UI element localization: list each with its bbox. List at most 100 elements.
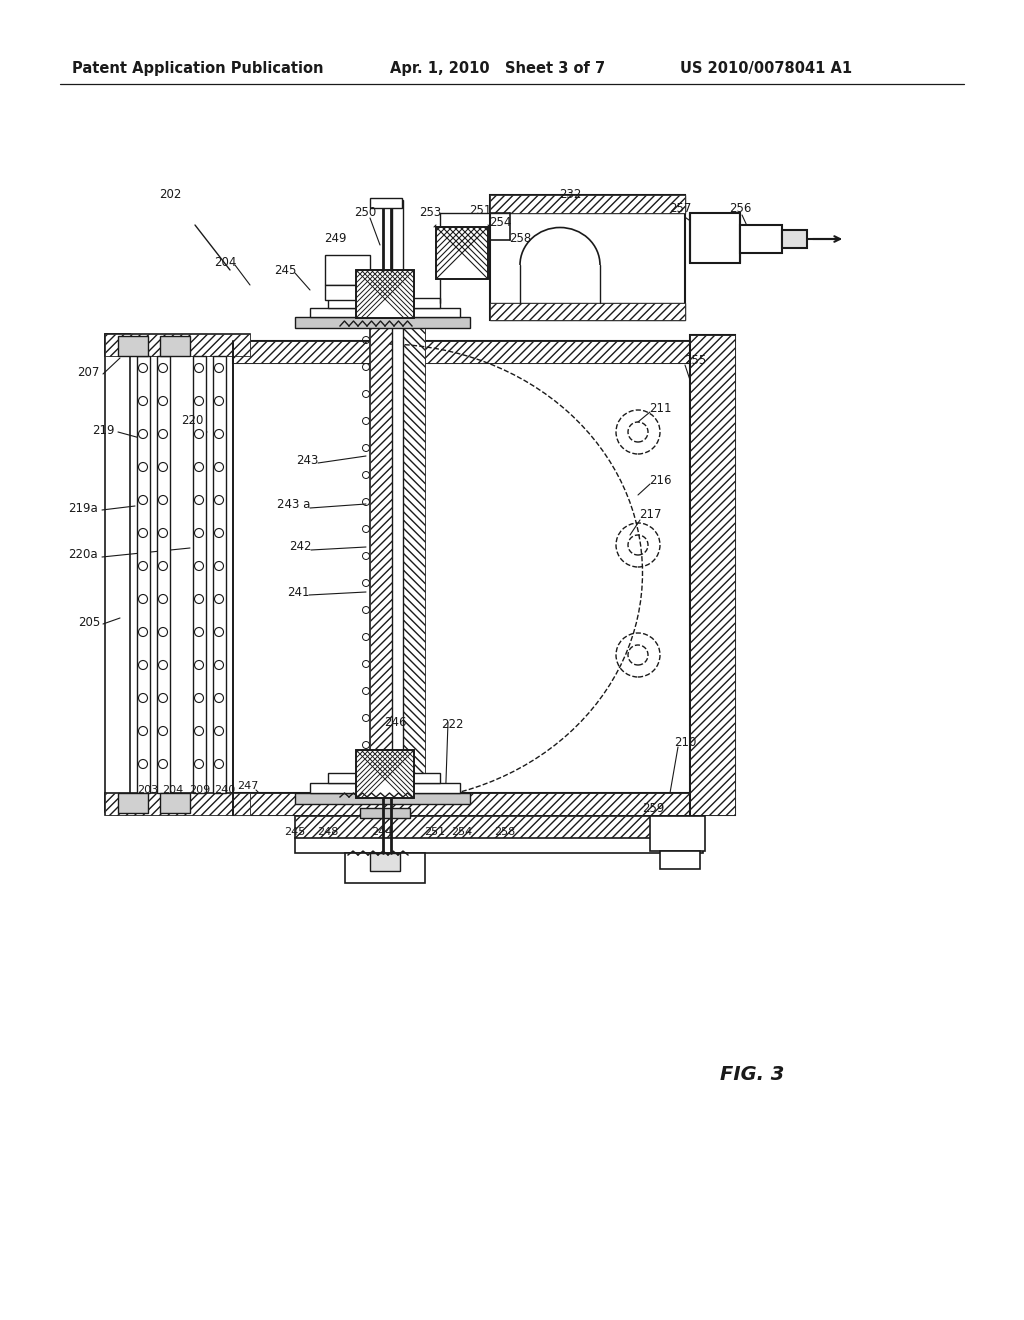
- Bar: [690, 335, 735, 814]
- Text: FIG. 3: FIG. 3: [720, 1065, 784, 1085]
- Bar: [392, 201, 403, 789]
- Text: 257: 257: [669, 202, 691, 214]
- Bar: [160, 337, 190, 356]
- Text: 255: 255: [684, 354, 707, 367]
- Bar: [118, 337, 148, 356]
- Text: 204: 204: [214, 256, 237, 268]
- Bar: [233, 793, 693, 814]
- Bar: [690, 335, 735, 814]
- Text: 217: 217: [639, 508, 662, 521]
- Bar: [328, 298, 440, 308]
- Text: 240: 240: [214, 785, 236, 795]
- Bar: [328, 774, 440, 783]
- Bar: [118, 793, 148, 813]
- Text: 254: 254: [488, 215, 511, 228]
- Bar: [370, 304, 392, 789]
- Text: 259: 259: [642, 801, 665, 814]
- Bar: [490, 304, 685, 319]
- Text: 258: 258: [509, 231, 531, 244]
- Bar: [370, 853, 400, 871]
- Bar: [490, 195, 685, 319]
- Text: 216: 216: [649, 474, 672, 487]
- Bar: [356, 271, 414, 318]
- Bar: [233, 341, 693, 363]
- Bar: [310, 308, 460, 317]
- Bar: [233, 793, 693, 814]
- Bar: [310, 783, 460, 793]
- Bar: [650, 816, 705, 851]
- Bar: [490, 195, 685, 213]
- Bar: [213, 356, 226, 793]
- Text: Patent Application Publication: Patent Application Publication: [72, 61, 324, 75]
- Text: 249: 249: [324, 231, 346, 244]
- Bar: [490, 304, 685, 319]
- Bar: [193, 356, 206, 793]
- Text: 256: 256: [729, 202, 752, 214]
- Bar: [137, 356, 150, 793]
- Text: 203: 203: [137, 785, 159, 795]
- Text: 251: 251: [424, 828, 445, 837]
- Bar: [295, 816, 703, 838]
- Bar: [295, 317, 470, 327]
- Bar: [356, 750, 414, 799]
- Text: US 2010/0078041 A1: US 2010/0078041 A1: [680, 61, 852, 75]
- Bar: [356, 750, 414, 799]
- Text: 245: 245: [285, 828, 305, 837]
- Bar: [105, 793, 250, 814]
- Bar: [105, 334, 130, 812]
- Bar: [782, 230, 807, 248]
- Bar: [660, 851, 700, 869]
- Bar: [325, 285, 370, 300]
- Text: 258: 258: [495, 828, 516, 837]
- Bar: [233, 341, 693, 363]
- Text: 204: 204: [163, 785, 183, 795]
- Text: 253: 253: [419, 206, 441, 219]
- Text: 220a: 220a: [69, 549, 98, 561]
- Bar: [490, 195, 685, 213]
- Bar: [345, 853, 425, 883]
- Text: 211: 211: [649, 401, 672, 414]
- Bar: [325, 255, 370, 285]
- Bar: [356, 271, 414, 318]
- Text: 242: 242: [289, 540, 311, 553]
- Text: 254: 254: [452, 828, 473, 837]
- Text: 202: 202: [159, 189, 181, 202]
- Bar: [740, 224, 782, 253]
- Bar: [370, 304, 392, 789]
- Bar: [403, 304, 425, 789]
- Bar: [105, 793, 250, 814]
- Text: 246: 246: [384, 717, 407, 730]
- Bar: [160, 793, 190, 813]
- Bar: [360, 808, 410, 818]
- Bar: [105, 334, 250, 356]
- Text: 209: 209: [189, 785, 211, 795]
- Bar: [690, 213, 740, 263]
- Text: 219a: 219a: [69, 502, 98, 515]
- Bar: [295, 816, 703, 838]
- Text: 241: 241: [287, 586, 309, 598]
- Text: 251: 251: [469, 203, 492, 216]
- Text: 232: 232: [559, 189, 582, 202]
- Text: 222: 222: [440, 718, 463, 731]
- Text: 245: 245: [273, 264, 296, 276]
- Text: 243 a: 243 a: [278, 499, 310, 511]
- Bar: [436, 227, 488, 279]
- Bar: [157, 356, 170, 793]
- Bar: [295, 793, 470, 804]
- Bar: [295, 838, 703, 853]
- Bar: [370, 198, 402, 209]
- Text: 219: 219: [92, 424, 115, 437]
- Text: 207: 207: [78, 366, 100, 379]
- Text: Apr. 1, 2010   Sheet 3 of 7: Apr. 1, 2010 Sheet 3 of 7: [390, 61, 605, 75]
- Text: 220: 220: [181, 413, 203, 426]
- Bar: [436, 227, 488, 279]
- Text: 243: 243: [296, 454, 318, 466]
- Text: 247: 247: [238, 781, 259, 791]
- Text: 210: 210: [674, 735, 696, 748]
- Text: 205: 205: [78, 615, 100, 628]
- Bar: [105, 334, 250, 356]
- Text: 250: 250: [354, 206, 376, 219]
- Text: 244: 244: [372, 828, 392, 837]
- Text: 248: 248: [317, 828, 339, 837]
- Bar: [403, 304, 425, 789]
